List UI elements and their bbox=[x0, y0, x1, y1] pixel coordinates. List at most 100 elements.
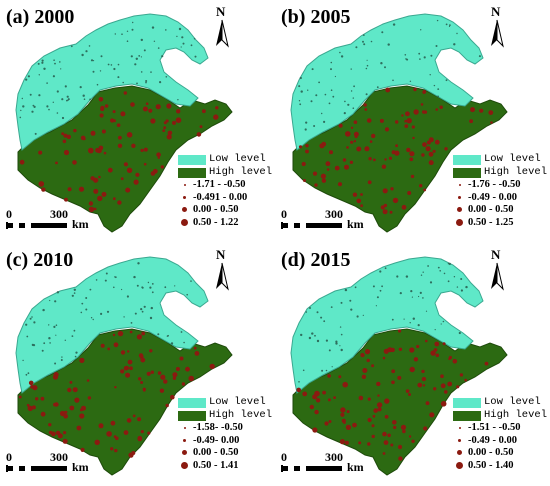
sample-point bbox=[126, 132, 133, 138]
sample-point bbox=[421, 376, 427, 382]
sample-point bbox=[299, 103, 302, 106]
sample-point bbox=[398, 329, 402, 333]
sample-point bbox=[80, 311, 83, 314]
sample-point bbox=[412, 136, 415, 140]
sample-point bbox=[145, 80, 147, 82]
sample-point bbox=[366, 59, 368, 61]
sample-point bbox=[327, 374, 331, 378]
sample-point bbox=[447, 381, 453, 387]
sample-point bbox=[88, 206, 95, 213]
sample-point bbox=[53, 402, 57, 407]
sample-point bbox=[57, 433, 63, 439]
sample-point bbox=[209, 363, 215, 370]
scale-distance-label: 300 bbox=[50, 450, 68, 464]
sample-point bbox=[92, 70, 95, 73]
scale-unit-label: km bbox=[347, 460, 364, 474]
sample-point bbox=[21, 161, 24, 164]
sample-point bbox=[358, 441, 362, 445]
sample-point bbox=[79, 413, 85, 419]
sample-point bbox=[423, 188, 427, 192]
low-level-label: Low level bbox=[484, 153, 541, 165]
sample-point bbox=[376, 296, 379, 299]
class-2-dot bbox=[458, 438, 461, 442]
sample-point bbox=[356, 198, 362, 204]
sample-point bbox=[150, 171, 156, 176]
sample-point bbox=[67, 387, 72, 393]
sample-point bbox=[159, 388, 165, 393]
sample-point bbox=[132, 414, 136, 418]
high-level-label: High level bbox=[484, 409, 548, 421]
sample-point bbox=[63, 431, 67, 435]
sample-point bbox=[167, 334, 169, 337]
sample-point bbox=[384, 158, 387, 161]
sample-point bbox=[298, 381, 300, 383]
sample-point bbox=[112, 333, 116, 337]
sample-point bbox=[422, 297, 424, 299]
sample-point bbox=[114, 276, 116, 278]
sample-point bbox=[411, 439, 415, 443]
sample-point bbox=[183, 341, 185, 344]
sample-point bbox=[376, 381, 381, 387]
sample-point bbox=[52, 374, 59, 380]
legend-high-level: High level bbox=[178, 166, 274, 179]
sample-point bbox=[90, 317, 93, 319]
sample-point bbox=[478, 55, 481, 58]
sample-point bbox=[104, 104, 109, 108]
sample-point bbox=[418, 295, 420, 298]
high-level-label: High level bbox=[209, 166, 273, 178]
sample-point bbox=[445, 23, 448, 26]
sample-point bbox=[151, 291, 154, 294]
class-4-label: 0.50 - 1.40 bbox=[468, 459, 514, 471]
sample-point bbox=[345, 424, 351, 430]
sample-point bbox=[29, 317, 32, 320]
sample-point bbox=[81, 405, 86, 411]
sample-point bbox=[347, 103, 350, 106]
scale-bar: 0 300 km bbox=[281, 207, 391, 231]
low-level-region bbox=[290, 13, 484, 151]
sample-point bbox=[402, 429, 406, 434]
sample-point bbox=[448, 25, 451, 27]
sample-point bbox=[78, 186, 85, 192]
sample-point bbox=[69, 405, 75, 411]
sample-point bbox=[83, 98, 86, 100]
sample-point bbox=[140, 71, 143, 73]
sample-point bbox=[66, 99, 68, 102]
sample-point bbox=[361, 374, 367, 379]
sample-point bbox=[143, 162, 147, 166]
sample-point bbox=[150, 306, 153, 310]
sample-point bbox=[165, 29, 167, 31]
sample-point bbox=[157, 371, 162, 375]
sample-point bbox=[363, 103, 367, 107]
sample-point bbox=[93, 207, 97, 211]
sample-point bbox=[48, 337, 51, 340]
legend-low-level: Low level bbox=[178, 153, 274, 166]
sample-point bbox=[440, 374, 444, 378]
sample-point bbox=[193, 346, 197, 350]
sample-point bbox=[140, 357, 146, 363]
sample-point bbox=[146, 371, 151, 376]
sample-point bbox=[165, 403, 169, 408]
sample-point bbox=[127, 350, 130, 353]
class-3-dot bbox=[182, 207, 187, 212]
sample-point bbox=[185, 366, 190, 372]
sample-point bbox=[369, 140, 373, 143]
sample-point bbox=[323, 320, 326, 323]
sample-point bbox=[136, 284, 139, 287]
legend-low-level: Low level bbox=[453, 153, 549, 166]
sample-point bbox=[422, 271, 424, 273]
sample-point bbox=[432, 149, 436, 153]
sample-point bbox=[156, 152, 161, 157]
sample-point bbox=[425, 146, 431, 152]
sample-point bbox=[389, 210, 393, 214]
sample-point bbox=[121, 288, 123, 291]
sample-point bbox=[406, 147, 411, 153]
sample-point bbox=[72, 160, 77, 165]
sample-point bbox=[323, 120, 326, 123]
sample-point bbox=[142, 387, 146, 391]
sample-point bbox=[172, 372, 178, 378]
north-label: N bbox=[216, 4, 226, 19]
sample-point bbox=[390, 443, 394, 447]
sample-point bbox=[194, 351, 200, 356]
sample-point bbox=[113, 435, 117, 439]
sample-point bbox=[112, 197, 116, 201]
